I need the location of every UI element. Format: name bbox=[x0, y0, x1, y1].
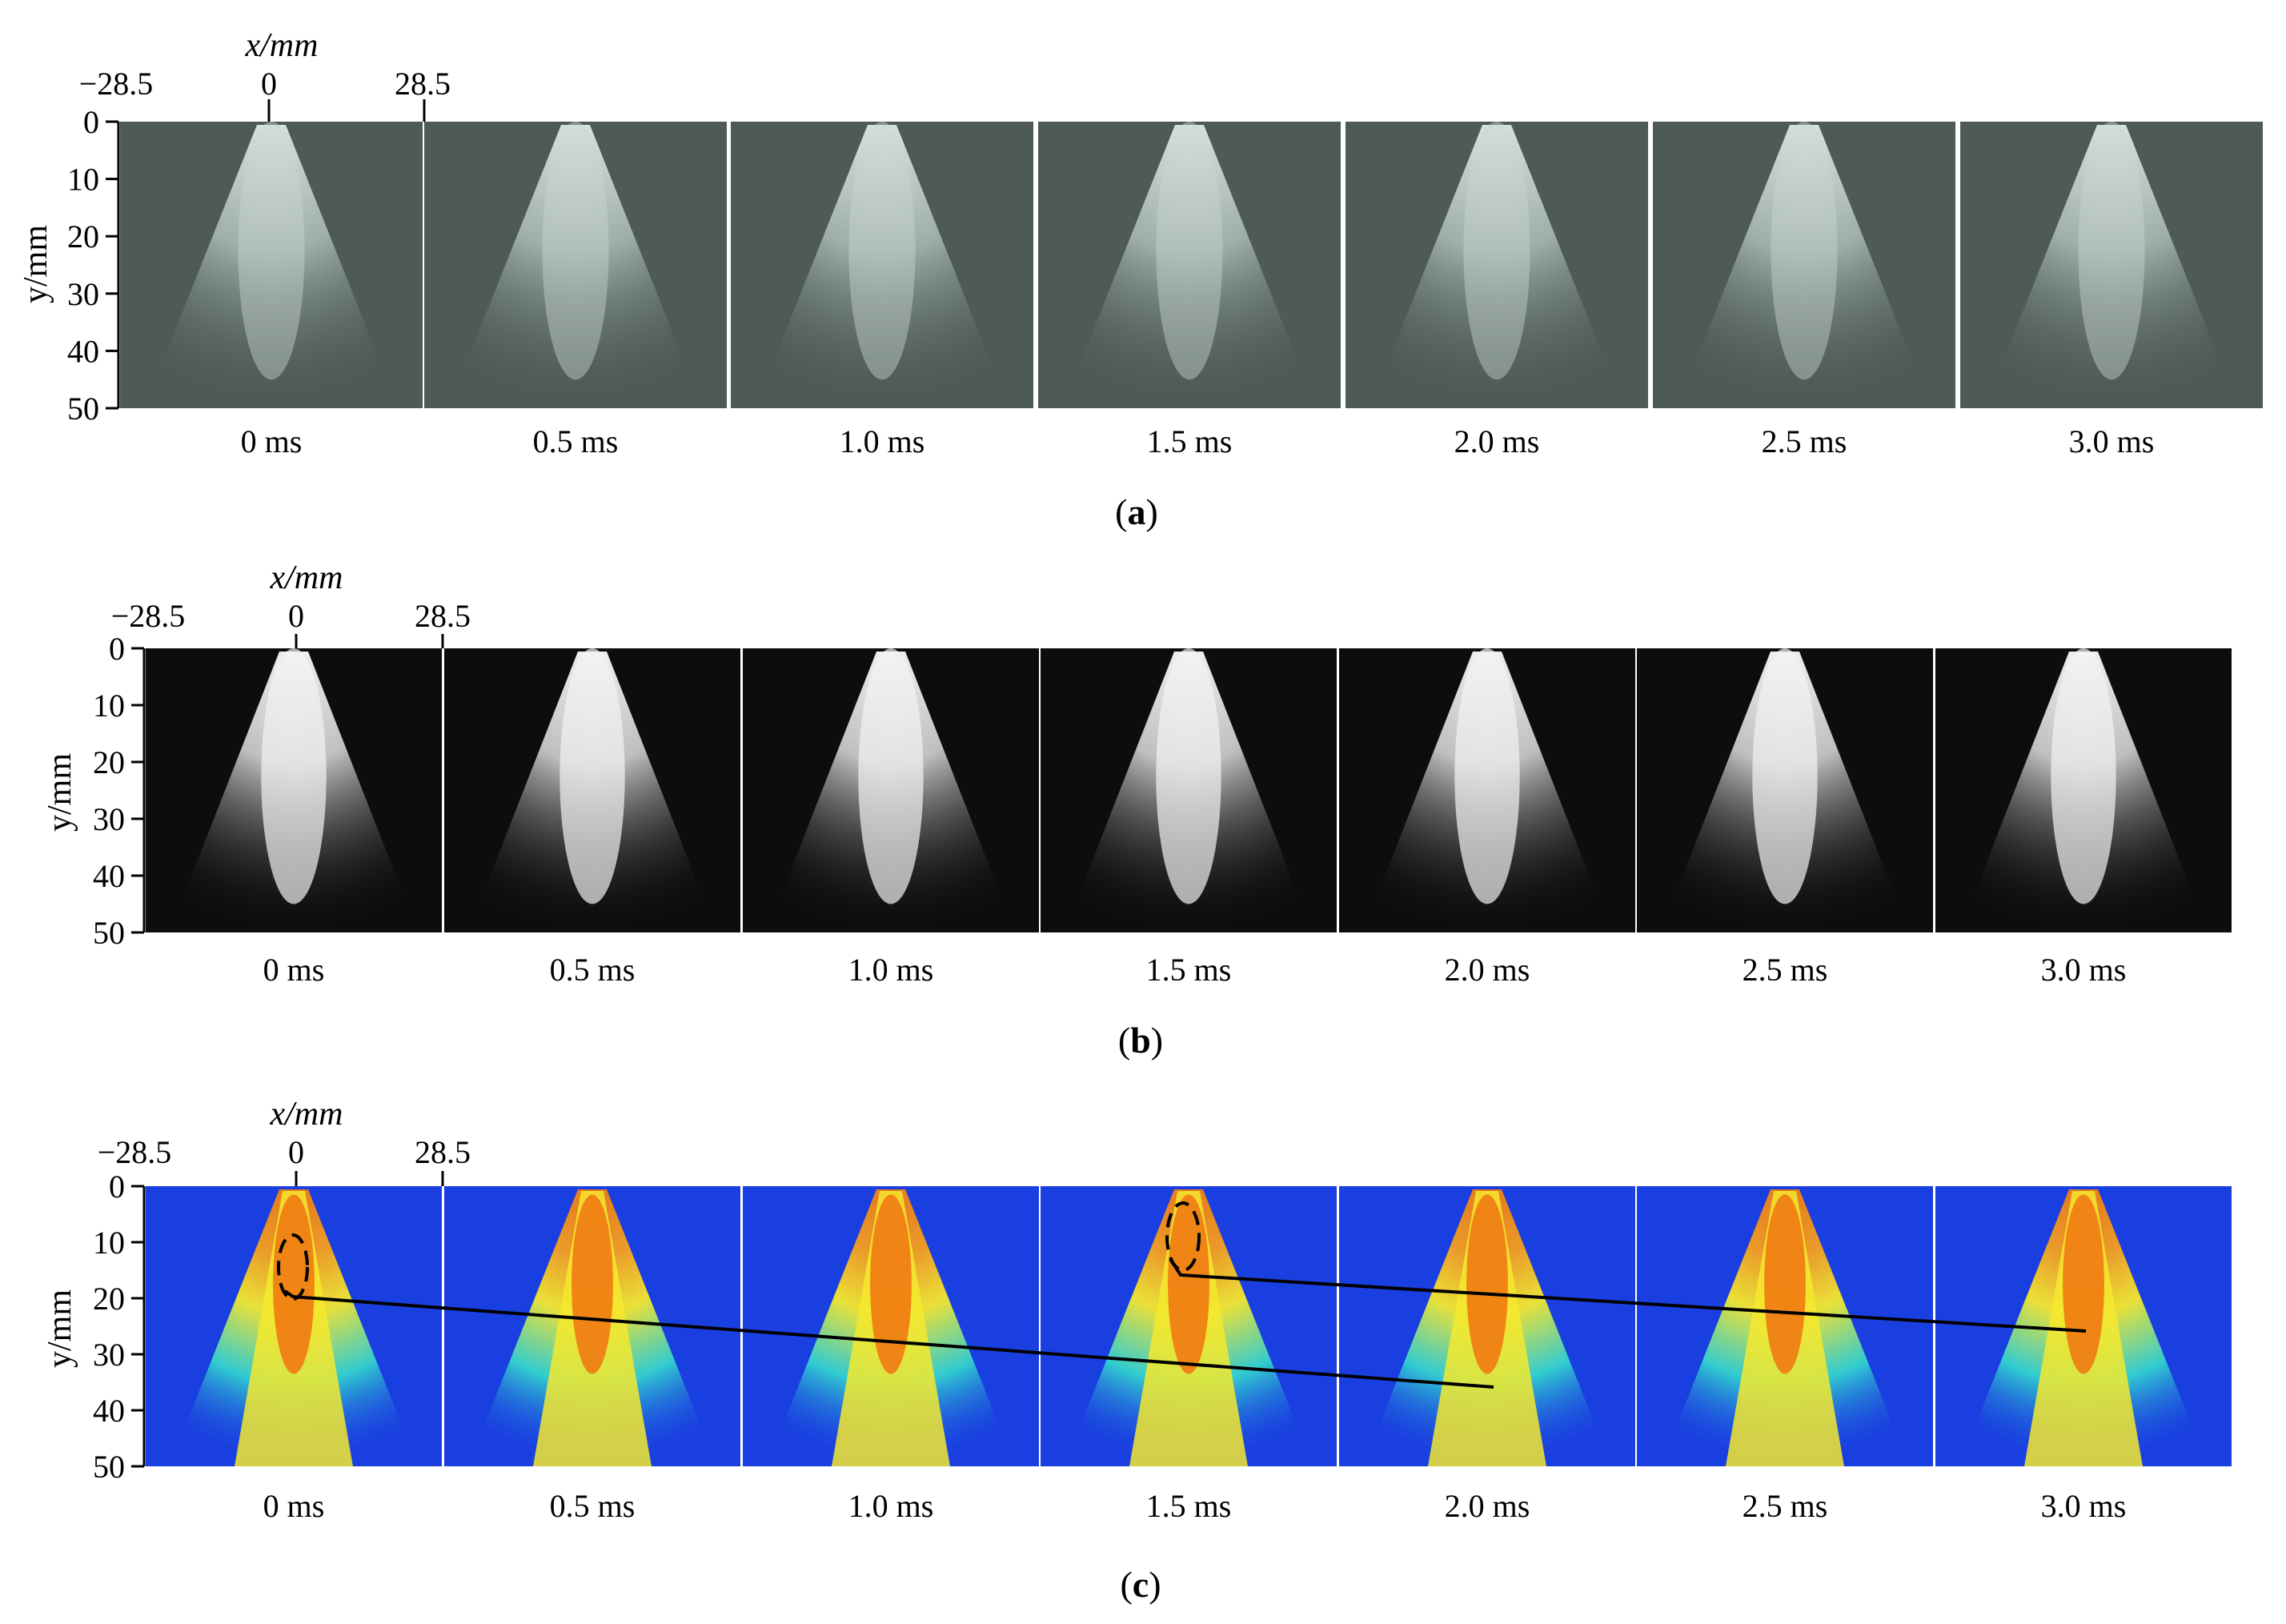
spray-frame bbox=[1935, 648, 2232, 932]
y-tick-label: 0 bbox=[109, 631, 125, 667]
time-label: 0.5 ms bbox=[533, 423, 619, 459]
x-tick-zero: 0 bbox=[288, 598, 304, 634]
spray-frame bbox=[120, 122, 423, 408]
spray-frame bbox=[1339, 1186, 1635, 1466]
y-tick-label: 20 bbox=[93, 1281, 125, 1317]
spray-frame bbox=[1935, 1186, 2232, 1466]
x-axis-label: x/mm bbox=[245, 27, 319, 64]
caption-b: (b) bbox=[1118, 1020, 1163, 1061]
y-tick-label: 50 bbox=[67, 391, 99, 427]
y-tick-label: 30 bbox=[67, 276, 99, 312]
spray-frame bbox=[1339, 648, 1635, 932]
x-axis-label: x/mm bbox=[270, 559, 343, 596]
x-tick-neg: −28.5 bbox=[111, 598, 186, 634]
time-label: 0 ms bbox=[263, 1488, 325, 1524]
time-labels-b: 0 ms 0.5 ms 1.0 ms 1.5 ms 2.0 ms 2.5 ms 3.0 ms bbox=[263, 952, 2127, 988]
time-label: 0 ms bbox=[263, 952, 325, 988]
y-tick-label: 40 bbox=[93, 1393, 125, 1429]
y-tick-label: 40 bbox=[93, 858, 125, 894]
time-label: 0 ms bbox=[241, 423, 303, 459]
spray-frame bbox=[1637, 1186, 1933, 1466]
y-tick-label: 10 bbox=[93, 688, 125, 724]
time-label: 1.5 ms bbox=[1146, 1488, 1232, 1524]
y-tick-label: 0 bbox=[109, 1169, 125, 1205]
time-label: 3.0 ms bbox=[2041, 952, 2127, 988]
y-tick-label: 20 bbox=[93, 744, 125, 780]
spray-frame bbox=[743, 1186, 1039, 1466]
time-label: 1.0 ms bbox=[848, 1488, 934, 1524]
ellipse-marker-1 bbox=[277, 1233, 309, 1301]
y-tick-label: 20 bbox=[67, 219, 99, 255]
spray-frame bbox=[731, 122, 1033, 408]
spray-frame bbox=[1637, 648, 1933, 932]
axes-c: 0 10 20 30 40 50 −28.5 0 28.5 x/mm y/mm bbox=[42, 1096, 471, 1485]
x-tick-pos: 28.5 bbox=[415, 598, 471, 634]
axes-b: 0 10 20 30 40 50 −28.5 0 28.5 x/mm y/mm bbox=[42, 559, 471, 951]
panel-a: 0 10 20 30 40 50 −28.5 0 28.5 x/mm y/mm 0 ms 0… bbox=[0, 0, 2286, 544]
panel-c: 0 10 20 30 40 50 −28.5 0 28.5 x/mm y/mm 0 ms 0… bbox=[0, 1077, 2286, 1624]
time-label: 2.5 ms bbox=[1743, 952, 1828, 988]
frames-a bbox=[120, 122, 2263, 408]
time-label: 2.0 ms bbox=[1445, 952, 1530, 988]
frames-b bbox=[146, 648, 2232, 932]
spray-frame bbox=[1960, 122, 2263, 408]
time-label: 3.0 ms bbox=[2041, 1488, 2127, 1524]
time-labels-c: 0 ms 0.5 ms 1.0 ms 1.5 ms 2.0 ms 2.5 ms 3.0 ms bbox=[263, 1488, 2127, 1524]
time-label: 2.5 ms bbox=[1762, 423, 1847, 459]
y-axis-label: y/mm bbox=[42, 753, 78, 832]
x-tick-pos: 28.5 bbox=[395, 66, 451, 102]
panel-b: 0 10 20 30 40 50 −28.5 0 28.5 x/mm y/mm 0 ms 0… bbox=[0, 544, 2286, 1077]
spray-frame bbox=[1041, 648, 1337, 932]
x-tick-zero: 0 bbox=[261, 66, 277, 102]
trajectory-line-1 bbox=[283, 1289, 1494, 1389]
y-tick-label: 10 bbox=[93, 1225, 125, 1261]
y-tick-label: 0 bbox=[83, 104, 99, 140]
spray-frame bbox=[1653, 122, 1955, 408]
spray-frame bbox=[444, 1186, 740, 1466]
x-axis-label: x/mm bbox=[270, 1096, 343, 1133]
y-tick-label: 40 bbox=[67, 333, 99, 369]
time-label: 2.5 ms bbox=[1743, 1488, 1828, 1524]
spray-frame bbox=[1041, 1186, 1337, 1466]
trajectory-line-2 bbox=[1169, 1257, 2087, 1333]
time-label: 1.0 ms bbox=[840, 423, 925, 459]
time-label: 2.0 ms bbox=[1445, 1488, 1530, 1524]
time-label: 3.0 ms bbox=[2069, 423, 2155, 459]
y-tick-label: 30 bbox=[93, 801, 125, 837]
time-label: 0.5 ms bbox=[550, 952, 636, 988]
time-label: 2.0 ms bbox=[1454, 423, 1540, 459]
spray-frame bbox=[146, 1186, 442, 1466]
time-label: 0.5 ms bbox=[550, 1488, 636, 1524]
spray-frame bbox=[146, 648, 442, 932]
y-tick-label: 30 bbox=[93, 1337, 125, 1373]
ellipse-marker-2 bbox=[1165, 1201, 1201, 1272]
caption-a: (a) bbox=[1115, 491, 1158, 532]
caption-c: (c) bbox=[1120, 1564, 1161, 1605]
y-tick-label: 50 bbox=[93, 1449, 125, 1485]
spray-frame bbox=[1346, 122, 1648, 408]
time-label: 1.0 ms bbox=[848, 952, 934, 988]
annotations-c bbox=[277, 1201, 2087, 1389]
x-tick-zero: 0 bbox=[288, 1134, 304, 1170]
time-label: 1.5 ms bbox=[1146, 952, 1232, 988]
time-labels-a: 0 ms 0.5 ms 1.0 ms 1.5 ms 2.0 ms 2.5 ms 3.0 ms bbox=[241, 423, 2155, 459]
spray-frame bbox=[743, 648, 1039, 932]
time-label: 1.5 ms bbox=[1147, 423, 1233, 459]
spray-frame bbox=[444, 648, 740, 932]
y-tick-label: 50 bbox=[93, 915, 125, 951]
x-tick-neg: −28.5 bbox=[98, 1134, 172, 1170]
y-axis-label: y/mm bbox=[18, 225, 54, 303]
axes-a: 0 10 20 30 40 50 −28.5 0 28.5 x/mm y/mm bbox=[18, 27, 451, 427]
spray-frame bbox=[424, 122, 727, 408]
y-tick-label: 10 bbox=[67, 162, 99, 198]
frames-c bbox=[146, 1186, 2232, 1466]
spray-frame bbox=[1038, 122, 1341, 408]
x-tick-neg: −28.5 bbox=[79, 66, 154, 102]
x-tick-pos: 28.5 bbox=[415, 1134, 471, 1170]
y-axis-label: y/mm bbox=[42, 1289, 78, 1368]
